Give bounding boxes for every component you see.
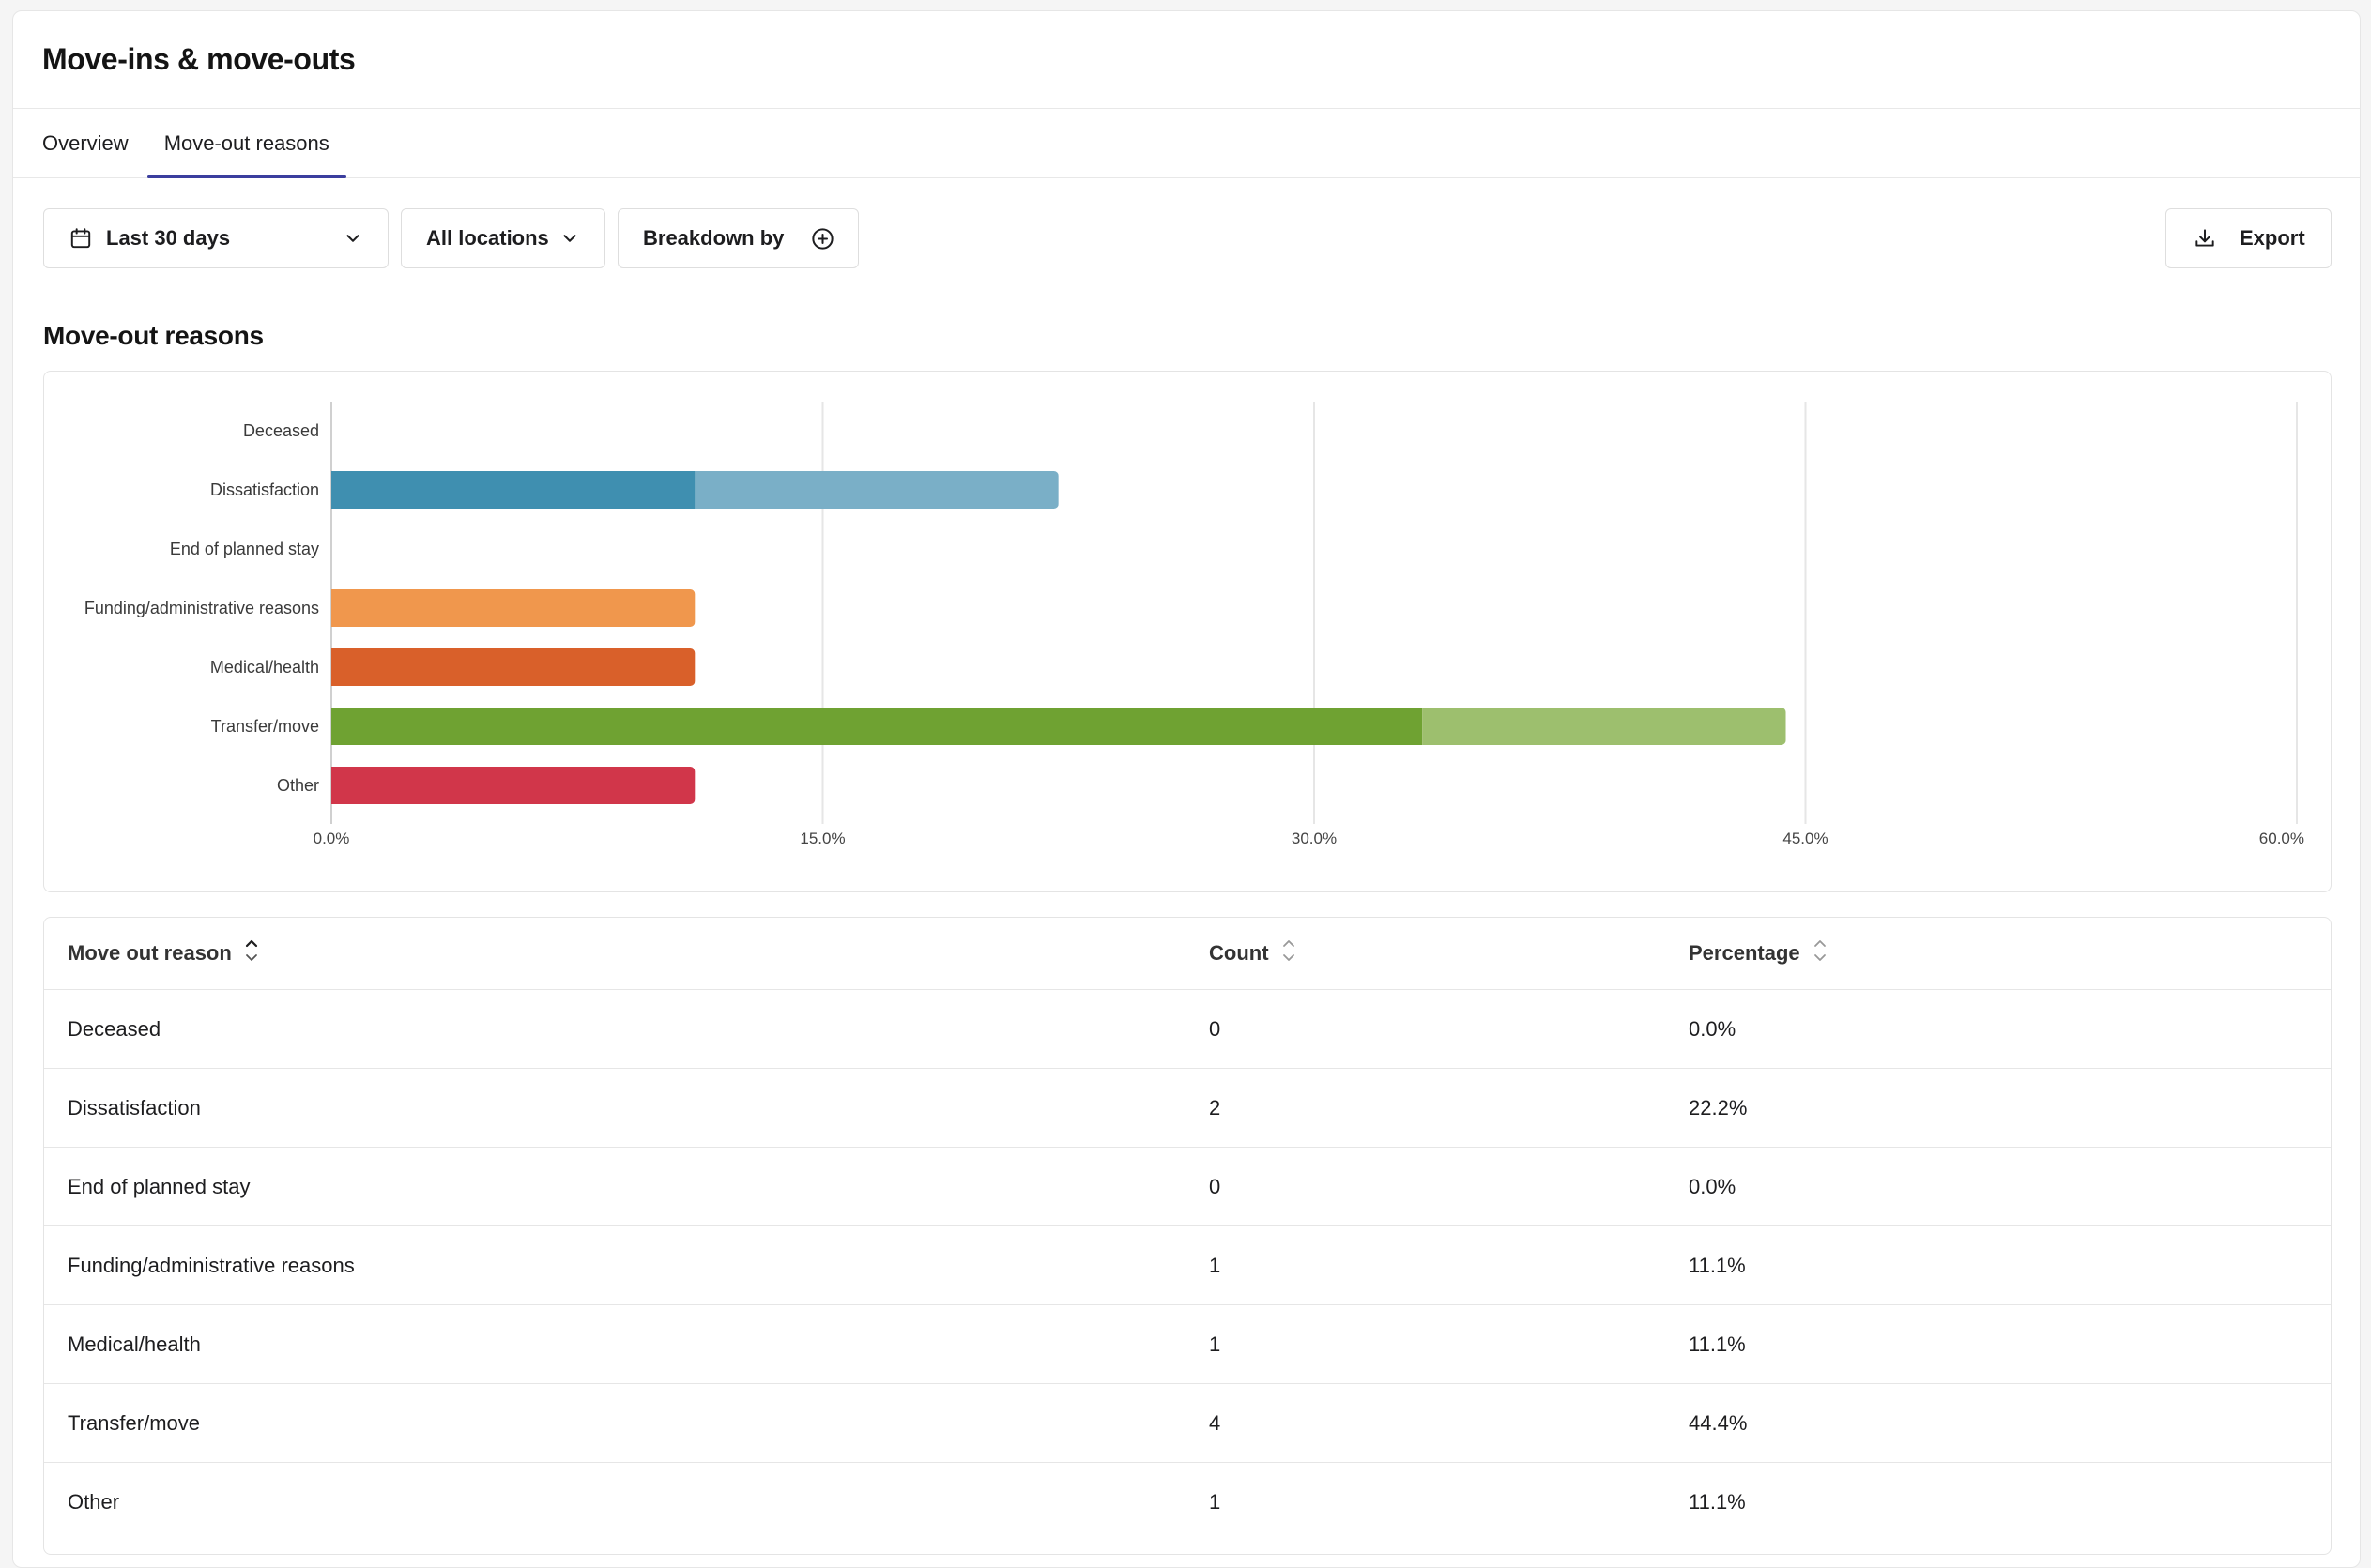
section-title: Move-out reasons xyxy=(43,321,264,350)
y-category-label: Deceased xyxy=(243,421,319,440)
chevron-down-icon xyxy=(343,228,363,249)
y-category-label: Transfer/move xyxy=(211,717,319,736)
sort-icon xyxy=(1280,936,1297,970)
export-button[interactable]: Export xyxy=(2165,208,2332,268)
y-category-label: Dissatisfaction xyxy=(210,480,319,499)
bar-segment xyxy=(331,767,696,804)
x-tick-label: 15.0% xyxy=(800,830,845,847)
cell-percentage: 0.0% xyxy=(1689,1016,1736,1041)
table-row: Medical/health 1 11.1% xyxy=(44,1305,2331,1384)
sort-icon xyxy=(1812,936,1828,970)
cell-percentage: 22.2% xyxy=(1689,1095,1748,1119)
x-tick-label: 45.0% xyxy=(1782,830,1828,847)
bar-segment xyxy=(695,471,1059,509)
cell-percentage: 11.1% xyxy=(1689,1490,1746,1514)
cell-percentage: 11.1% xyxy=(1689,1332,1746,1356)
move-out-reasons-table: Move out reason Count Pe xyxy=(43,917,2332,1555)
sort-icon xyxy=(243,936,260,970)
table-row: Transfer/move 4 44.4% xyxy=(44,1384,2331,1463)
tab-move-out-reasons[interactable]: Move-out reasons xyxy=(146,109,346,178)
move-out-reasons-chart: 0.0% 15.0% 30.0% 45.0% 60.0% Deceased Dissatis… xyxy=(43,371,2332,892)
column-header-count-label: Count xyxy=(1209,941,1269,965)
download-icon xyxy=(2193,226,2217,251)
cell-reason: Transfer/move xyxy=(68,1410,201,1435)
table-header-row: Move out reason Count Pe xyxy=(44,918,2331,990)
x-tick-label: 30.0% xyxy=(1292,830,1337,847)
locations-label: All locations xyxy=(426,226,549,250)
cell-count: 2 xyxy=(1209,1095,1221,1119)
cell-count: 1 xyxy=(1209,1253,1221,1277)
column-header-count[interactable]: Count xyxy=(1209,936,1297,970)
locations-dropdown[interactable]: All locations xyxy=(401,208,605,268)
cell-count: 0 xyxy=(1209,1016,1221,1041)
table-body: Deceased 0 0.0% Dissatisfaction 2 22.2% End of… xyxy=(44,990,2331,1542)
bar-segment xyxy=(331,708,1423,745)
tab-overview[interactable]: Overview xyxy=(42,130,129,155)
cell-count: 1 xyxy=(1209,1490,1221,1514)
cell-reason: Other xyxy=(68,1490,120,1514)
cell-percentage: 11.1% xyxy=(1689,1253,1746,1277)
cell-percentage: 44.4% xyxy=(1689,1410,1748,1435)
y-category-label: End of planned stay xyxy=(170,540,319,558)
chevron-down-icon xyxy=(559,228,580,249)
cell-count: 0 xyxy=(1209,1174,1221,1198)
bar-segment xyxy=(1422,708,1786,745)
tab-bar: Overview Move-out reasons xyxy=(13,109,2360,178)
bar-segment xyxy=(331,589,696,627)
x-tick-label: 60.0% xyxy=(2259,830,2304,847)
cell-reason: End of planned stay xyxy=(68,1174,251,1198)
bar-chart-svg: 0.0% 15.0% 30.0% 45.0% 60.0% Deceased Dissatis… xyxy=(84,402,2304,847)
date-range-dropdown[interactable]: Last 30 days xyxy=(43,208,389,268)
table-row: Funding/administrative reasons 1 11.1% xyxy=(44,1226,2331,1305)
plus-circle-icon xyxy=(810,226,835,251)
bar-segment xyxy=(331,648,696,686)
cell-reason: Dissatisfaction xyxy=(68,1095,201,1119)
y-category-label: Funding/administrative reasons xyxy=(84,599,319,617)
calendar-icon xyxy=(69,226,93,251)
table-row: Dissatisfaction 2 22.2% xyxy=(44,1069,2331,1148)
date-range-label: Last 30 days xyxy=(106,226,231,250)
table-row: Other 1 11.1% xyxy=(44,1463,2331,1542)
column-header-percentage-label: Percentage xyxy=(1689,941,1800,965)
cell-reason: Medical/health xyxy=(68,1332,201,1356)
page-title: Move-ins & move-outs xyxy=(42,42,356,76)
x-tick-label: 0.0% xyxy=(314,830,350,847)
column-header-percentage[interactable]: Percentage xyxy=(1689,936,1828,970)
y-category-label: Medical/health xyxy=(210,658,319,677)
cell-count: 4 xyxy=(1209,1410,1221,1435)
cell-count: 1 xyxy=(1209,1332,1221,1356)
page-header: Move-ins & move-outs xyxy=(13,11,2360,109)
cell-reason: Deceased xyxy=(68,1016,161,1041)
y-category-label: Other xyxy=(277,776,319,795)
table-row: Deceased 0 0.0% xyxy=(44,990,2331,1069)
bar-segment xyxy=(331,471,696,509)
export-label: Export xyxy=(2240,226,2305,250)
breakdown-by-button[interactable]: Breakdown by xyxy=(618,208,859,268)
cell-reason: Funding/administrative reasons xyxy=(68,1253,355,1277)
breakdown-label: Breakdown by xyxy=(643,226,785,250)
filter-toolbar: Last 30 days All locations Breakdown by xyxy=(13,178,2360,295)
cell-percentage: 0.0% xyxy=(1689,1174,1736,1198)
column-header-reason-label: Move out reason xyxy=(68,941,232,965)
report-card: Move-ins & move-outs Overview Move-out r… xyxy=(12,10,2361,1568)
table-row: End of planned stay 0 0.0% xyxy=(44,1148,2331,1226)
column-header-reason[interactable]: Move out reason xyxy=(68,936,260,970)
